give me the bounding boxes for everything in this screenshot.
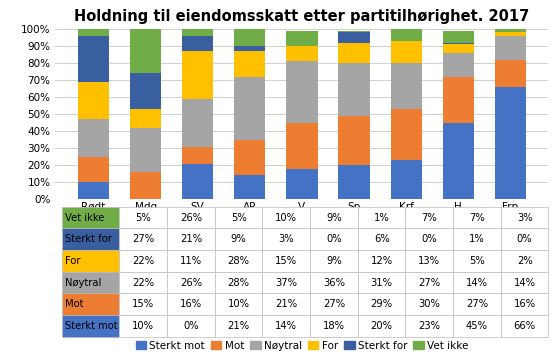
Bar — [495, 27, 526, 32]
Bar — [234, 51, 265, 77]
Bar — [495, 32, 526, 36]
Bar — [391, 41, 422, 63]
Bar — [338, 32, 370, 43]
Bar — [391, 160, 422, 199]
Bar — [78, 36, 109, 82]
Bar — [286, 31, 317, 46]
Bar — [234, 29, 265, 46]
Bar — [234, 46, 265, 51]
Bar — [286, 123, 317, 169]
Bar — [286, 46, 317, 61]
Bar — [130, 73, 161, 109]
Bar — [391, 29, 422, 41]
Bar — [130, 172, 161, 199]
Bar — [78, 182, 109, 199]
Bar — [234, 77, 265, 140]
Bar — [443, 43, 474, 44]
Bar — [338, 43, 370, 63]
Bar — [78, 27, 109, 36]
Bar — [338, 63, 370, 116]
Bar — [182, 36, 213, 51]
Bar — [443, 31, 474, 43]
Bar — [130, 128, 161, 172]
Bar — [182, 27, 213, 36]
Bar — [338, 31, 370, 32]
Bar — [182, 51, 213, 99]
Bar — [182, 99, 213, 147]
Bar — [443, 123, 474, 199]
Bar — [130, 109, 161, 128]
Bar — [495, 87, 526, 199]
Bar — [182, 147, 213, 164]
Bar — [78, 82, 109, 119]
Bar — [338, 165, 370, 199]
Bar — [182, 164, 213, 199]
Legend: Sterkt mot, Mot, Nøytral, For, Sterkt for, Vet ikke: Sterkt mot, Mot, Nøytral, For, Sterkt fo… — [131, 337, 473, 355]
Bar — [443, 53, 474, 77]
Bar — [391, 109, 422, 160]
Bar — [338, 116, 370, 165]
Bar — [234, 176, 265, 199]
Bar — [286, 169, 317, 199]
Bar — [443, 44, 474, 53]
Bar — [78, 119, 109, 157]
Bar — [391, 63, 422, 109]
Bar — [78, 157, 109, 182]
Title: Holdning til eiendomsskatt etter partitilhørighet. 2017: Holdning til eiendomsskatt etter partiti… — [74, 9, 530, 24]
Bar — [495, 60, 526, 87]
Bar — [495, 36, 526, 60]
Bar — [286, 61, 317, 123]
Bar — [234, 140, 265, 176]
Bar — [130, 29, 161, 73]
Bar — [443, 77, 474, 123]
